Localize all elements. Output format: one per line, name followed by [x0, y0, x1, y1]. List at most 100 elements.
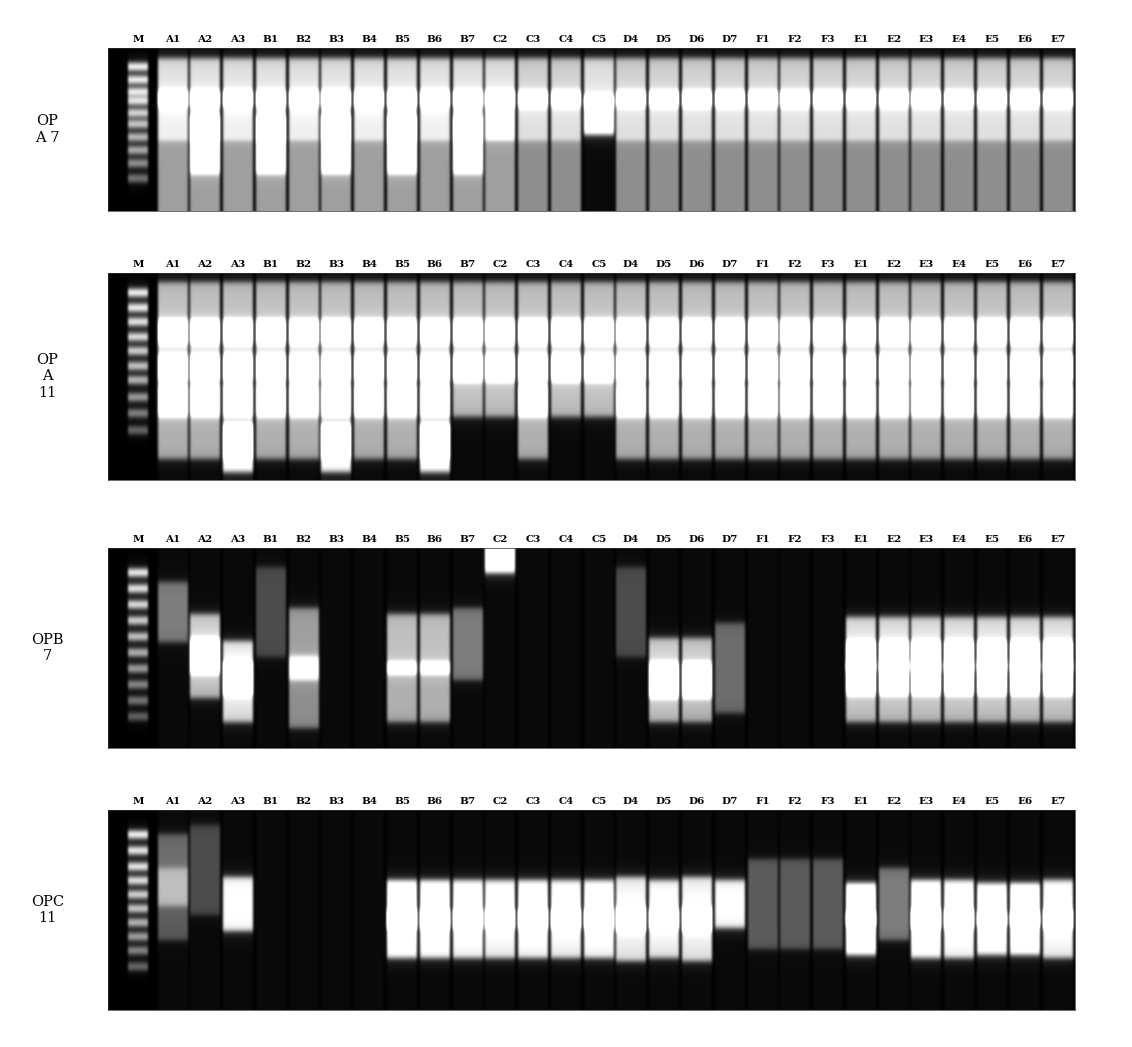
- Text: E1: E1: [854, 535, 868, 543]
- Text: E2: E2: [886, 260, 901, 269]
- Text: D5: D5: [655, 260, 672, 269]
- Text: D7: D7: [722, 797, 738, 806]
- Text: A1: A1: [165, 35, 181, 44]
- Text: B7: B7: [460, 35, 477, 44]
- Text: A2: A2: [197, 535, 213, 543]
- Text: D4: D4: [623, 260, 640, 269]
- Text: E5: E5: [985, 260, 1000, 269]
- Text: B1: B1: [263, 535, 280, 543]
- Text: F3: F3: [821, 260, 835, 269]
- Text: B4: B4: [361, 535, 377, 543]
- Text: B7: B7: [460, 260, 477, 269]
- Text: D6: D6: [688, 260, 705, 269]
- Text: A3: A3: [231, 260, 246, 269]
- Text: C5: C5: [591, 260, 607, 269]
- Text: E6: E6: [1018, 260, 1032, 269]
- Text: A3: A3: [231, 35, 246, 44]
- Text: C2: C2: [492, 797, 507, 806]
- Text: D6: D6: [688, 797, 705, 806]
- Text: A2: A2: [197, 35, 213, 44]
- Text: C5: C5: [591, 535, 607, 543]
- Text: E2: E2: [886, 35, 901, 44]
- Text: D4: D4: [623, 35, 640, 44]
- Text: E3: E3: [918, 35, 934, 44]
- Text: D4: D4: [623, 535, 640, 543]
- Text: E4: E4: [951, 535, 967, 543]
- Text: C4: C4: [558, 535, 574, 543]
- Text: A1: A1: [165, 797, 181, 806]
- Text: C3: C3: [525, 35, 541, 44]
- Text: E1: E1: [854, 35, 868, 44]
- Text: E2: E2: [886, 535, 901, 543]
- Text: E5: E5: [985, 797, 1000, 806]
- Text: C4: C4: [558, 35, 574, 44]
- Text: C3: C3: [525, 535, 541, 543]
- Text: F1: F1: [756, 35, 770, 44]
- Text: F1: F1: [756, 535, 770, 543]
- Text: A2: A2: [197, 260, 213, 269]
- Text: D5: D5: [655, 535, 672, 543]
- Text: OP
A
11: OP A 11: [36, 353, 59, 400]
- Text: OP
A 7: OP A 7: [35, 114, 60, 144]
- Text: B6: B6: [427, 797, 443, 806]
- Text: D5: D5: [655, 797, 672, 806]
- Text: B5: B5: [394, 260, 410, 269]
- Text: F2: F2: [788, 797, 803, 806]
- Text: B4: B4: [361, 260, 377, 269]
- Text: C2: C2: [492, 35, 507, 44]
- Text: E4: E4: [951, 797, 967, 806]
- Text: M: M: [132, 35, 144, 44]
- Text: OPB
7: OPB 7: [32, 632, 63, 663]
- Text: C2: C2: [492, 535, 507, 543]
- Text: E1: E1: [854, 260, 868, 269]
- Text: E4: E4: [951, 35, 967, 44]
- Text: D4: D4: [623, 797, 640, 806]
- Text: B3: B3: [328, 260, 344, 269]
- Text: E5: E5: [985, 535, 1000, 543]
- Text: E7: E7: [1050, 535, 1065, 543]
- Text: B1: B1: [263, 797, 280, 806]
- Text: A1: A1: [165, 260, 181, 269]
- Text: D6: D6: [688, 535, 705, 543]
- Text: F1: F1: [756, 797, 770, 806]
- Text: M: M: [132, 797, 144, 806]
- Text: F3: F3: [821, 797, 835, 806]
- Text: C2: C2: [492, 260, 507, 269]
- Text: B2: B2: [295, 35, 312, 44]
- Text: F3: F3: [821, 35, 835, 44]
- Text: C3: C3: [525, 260, 541, 269]
- Text: D7: D7: [722, 260, 738, 269]
- Text: B3: B3: [328, 35, 344, 44]
- Text: B6: B6: [427, 35, 443, 44]
- Text: E1: E1: [854, 797, 868, 806]
- Text: B2: B2: [295, 260, 312, 269]
- Text: A2: A2: [197, 797, 213, 806]
- Text: B7: B7: [460, 535, 477, 543]
- Text: E7: E7: [1050, 35, 1065, 44]
- Text: E7: E7: [1050, 797, 1065, 806]
- Text: B5: B5: [394, 535, 410, 543]
- Text: D7: D7: [722, 535, 738, 543]
- Text: B2: B2: [295, 797, 312, 806]
- Text: B3: B3: [328, 797, 344, 806]
- Text: C4: C4: [558, 260, 574, 269]
- Text: F3: F3: [821, 535, 835, 543]
- Text: B3: B3: [328, 535, 344, 543]
- Text: B4: B4: [361, 35, 377, 44]
- Text: C4: C4: [558, 797, 574, 806]
- Text: B5: B5: [394, 797, 410, 806]
- Text: B1: B1: [263, 260, 280, 269]
- Text: E4: E4: [951, 260, 967, 269]
- Text: B4: B4: [361, 797, 377, 806]
- Text: D6: D6: [688, 35, 705, 44]
- Text: A1: A1: [165, 535, 181, 543]
- Text: A3: A3: [231, 535, 246, 543]
- Text: E7: E7: [1050, 260, 1065, 269]
- Text: E3: E3: [918, 797, 934, 806]
- Text: B2: B2: [295, 535, 312, 543]
- Text: OPC
11: OPC 11: [31, 895, 65, 926]
- Text: F2: F2: [788, 535, 803, 543]
- Text: F2: F2: [788, 35, 803, 44]
- Text: B7: B7: [460, 797, 477, 806]
- Text: A3: A3: [231, 797, 246, 806]
